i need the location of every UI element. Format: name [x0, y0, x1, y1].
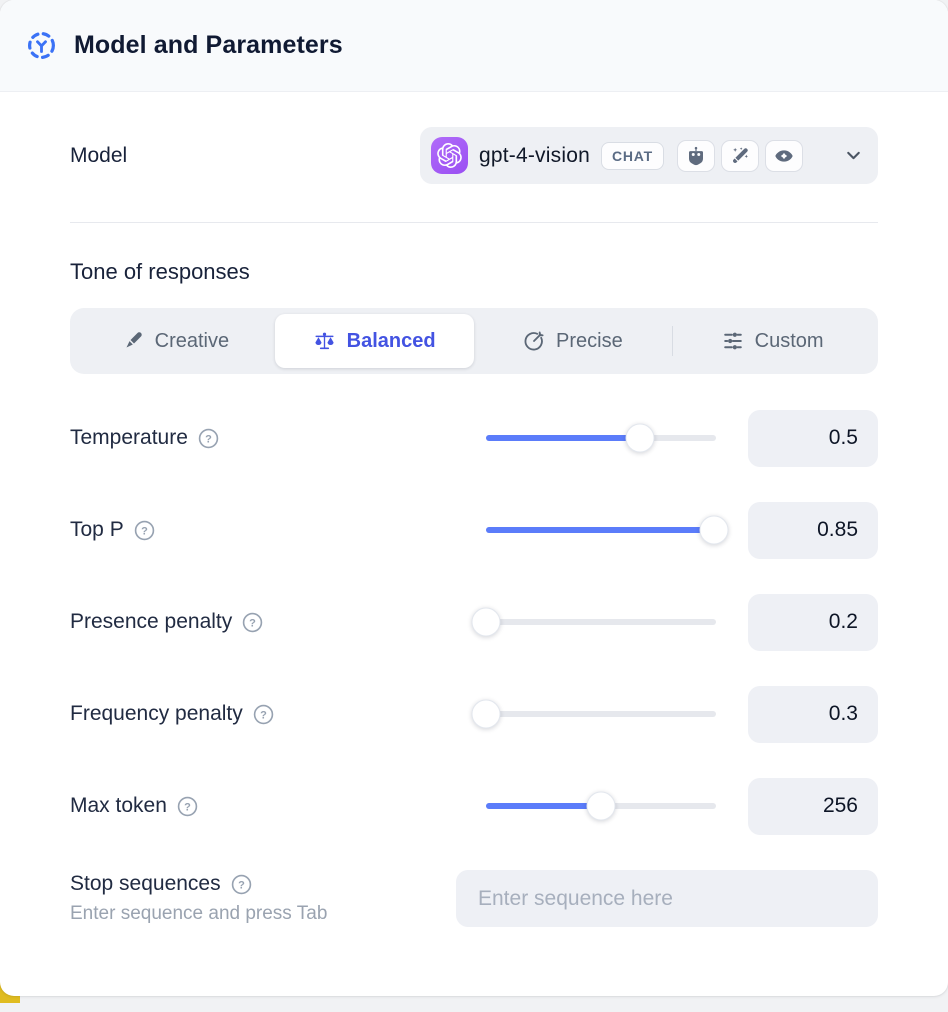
slider-thumb[interactable] [471, 699, 501, 729]
parameter-value[interactable]: 0.85 [748, 501, 878, 559]
stop-sequences-helper: Enter sequence and press Tab [70, 903, 328, 924]
stop-sequences-labels: Stop sequences ? Enter sequence and pres… [70, 872, 456, 925]
tone-option-label: Custom [754, 329, 824, 352]
parameter-label: Presence penalty [70, 610, 233, 633]
model-hub-icon [26, 30, 57, 61]
sliders-icon [722, 330, 744, 352]
stop-sequences-label: Stop sequences [70, 872, 221, 895]
tone-option-custom[interactable]: Custom [673, 314, 872, 368]
help-icon[interactable]: ? [176, 795, 199, 818]
openai-logo-icon [431, 137, 468, 174]
svg-text:?: ? [249, 617, 256, 629]
slider-track[interactable] [486, 619, 716, 625]
parameter-value[interactable]: 0.5 [748, 409, 878, 467]
parameter-slider[interactable] [471, 607, 716, 637]
parameter-label: Temperature [70, 426, 188, 449]
model-capability-chips [677, 139, 803, 172]
parameter-value[interactable]: 0.3 [748, 685, 878, 743]
tone-option-label: Precise [556, 329, 623, 352]
slider-track[interactable] [486, 711, 716, 717]
slider-thumb[interactable] [471, 607, 501, 637]
parameter-label: Max token [70, 794, 167, 817]
target-dart-icon [523, 330, 545, 352]
slider-thumb[interactable] [625, 423, 655, 453]
tone-segmented-control: Creative Balanced [70, 308, 878, 374]
help-icon[interactable]: ? [230, 873, 253, 896]
segment-divider [672, 326, 674, 356]
parameter-row: Presence penalty ? 0.2 [70, 576, 878, 668]
parameter-label: Frequency penalty [70, 702, 243, 725]
robot-icon [677, 139, 715, 172]
tone-option-label: Creative [154, 329, 230, 352]
svg-text:?: ? [238, 879, 245, 891]
svg-text:?: ? [184, 801, 191, 813]
model-row: Model gpt-4-vision CHAT [70, 127, 878, 184]
tone-option-balanced[interactable]: Balanced [274, 314, 474, 368]
slider-fill [486, 803, 601, 809]
help-icon[interactable]: ? [241, 611, 264, 634]
eye-icon [765, 139, 803, 172]
model-select-dropdown[interactable]: gpt-4-vision CHAT [420, 127, 878, 184]
balance-scale-icon [313, 330, 336, 353]
parameter-value[interactable]: 0.2 [748, 593, 878, 651]
parameter-slider[interactable] [486, 791, 716, 821]
parameter-row: Frequency penalty ? 0.3 [70, 668, 878, 760]
stop-sequence-input[interactable] [456, 870, 878, 927]
panel-title: Model and Parameters [74, 31, 343, 59]
selected-model-name: gpt-4-vision [479, 143, 590, 167]
help-icon[interactable]: ? [133, 519, 156, 542]
parameter-row: Top P ? 0.85 [70, 484, 878, 576]
section-divider [70, 222, 878, 223]
model-type-badge: CHAT [600, 141, 664, 170]
magic-wand-icon [721, 139, 759, 172]
help-icon[interactable]: ? [197, 427, 220, 450]
parameter-row: Max token ? 256 [70, 760, 878, 852]
model-label: Model [70, 143, 128, 167]
tone-option-creative[interactable]: Creative [76, 314, 275, 368]
panel-header: Model and Parameters [0, 0, 948, 92]
slider-thumb[interactable] [699, 515, 729, 545]
stop-sequences-row: Stop sequences ? Enter sequence and pres… [70, 870, 878, 927]
tone-option-label: Balanced [346, 329, 436, 352]
parameter-value[interactable]: 256 [748, 777, 878, 835]
svg-text:?: ? [205, 433, 212, 445]
paintbrush-icon [122, 330, 144, 352]
parameter-slider[interactable] [486, 515, 729, 545]
slider-thumb[interactable] [586, 791, 616, 821]
chevron-down-icon [843, 145, 864, 166]
parameter-row: Temperature ? 0.5 [70, 392, 878, 484]
parameter-label: Top P [70, 518, 124, 541]
parameters-list: Temperature ? 0.5 Top P ? [70, 392, 878, 852]
svg-text:?: ? [141, 525, 148, 537]
tone-heading: Tone of responses [70, 259, 250, 284]
help-icon[interactable]: ? [252, 703, 275, 726]
tone-option-precise[interactable]: Precise [474, 314, 673, 368]
slider-fill [486, 435, 641, 441]
slider-fill [486, 527, 714, 533]
svg-text:?: ? [260, 709, 267, 721]
parameter-slider[interactable] [471, 699, 716, 729]
parameter-slider[interactable] [486, 423, 716, 453]
